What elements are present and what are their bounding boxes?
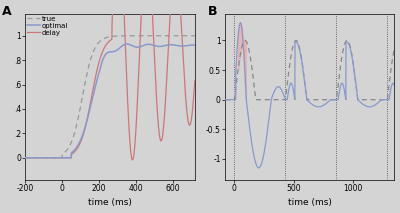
Legend: true, optimal, delay: true, optimal, delay (27, 16, 68, 36)
X-axis label: time (ms): time (ms) (88, 199, 132, 207)
X-axis label: time (ms): time (ms) (288, 199, 332, 207)
Text: B: B (208, 6, 218, 19)
Text: A: A (2, 6, 11, 19)
